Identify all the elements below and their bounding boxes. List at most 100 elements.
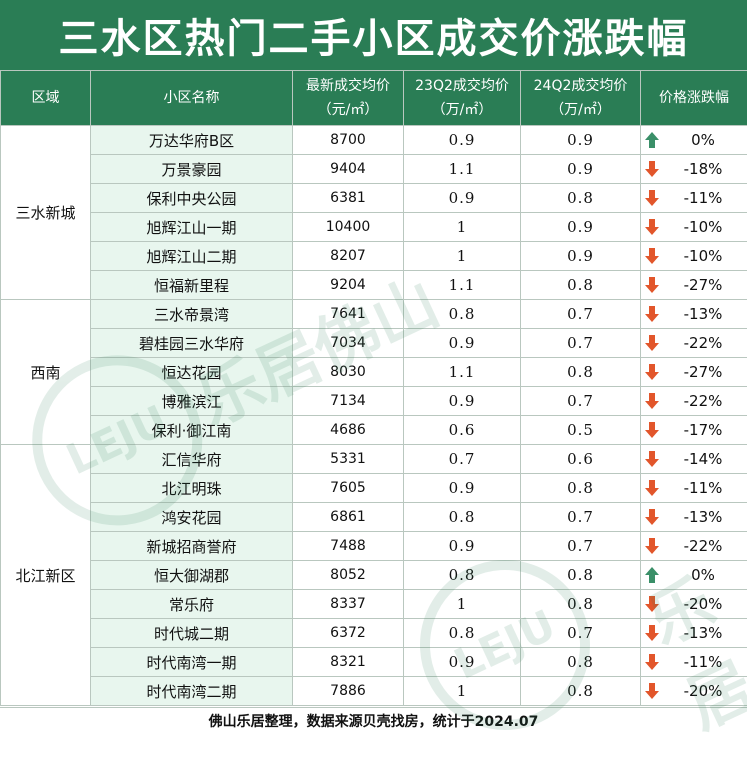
arrow-down-icon bbox=[645, 451, 659, 467]
q23-price: 1 bbox=[404, 242, 521, 271]
header-q23-line2: （万/㎡） bbox=[404, 98, 520, 122]
header-change: 价格涨跌幅 bbox=[641, 71, 747, 126]
community-name: 恒达花园 bbox=[91, 358, 293, 387]
latest-price: 4686 bbox=[293, 416, 404, 445]
q23-price: 0.8 bbox=[404, 503, 521, 532]
latest-price: 6372 bbox=[293, 619, 404, 648]
price-change: -10% bbox=[641, 213, 747, 242]
change-percent: -13% bbox=[666, 624, 723, 642]
latest-price: 9204 bbox=[293, 271, 404, 300]
change-percent: -27% bbox=[666, 363, 723, 381]
latest-price: 8700 bbox=[293, 126, 404, 155]
price-change: -22% bbox=[641, 387, 747, 416]
arrow-down-icon bbox=[645, 480, 659, 496]
price-change: -20% bbox=[641, 677, 747, 706]
q23-price: 0.8 bbox=[404, 619, 521, 648]
q23-price: 0.6 bbox=[404, 416, 521, 445]
header-name: 小区名称 bbox=[91, 71, 293, 126]
arrow-down-icon bbox=[645, 306, 659, 322]
q24-price: 0.9 bbox=[521, 213, 641, 242]
district-cell: 北江新区 bbox=[1, 445, 91, 706]
arrow-down-icon bbox=[645, 509, 659, 525]
change-percent: -10% bbox=[666, 218, 723, 236]
latest-price: 9404 bbox=[293, 155, 404, 184]
change-percent: -27% bbox=[666, 276, 723, 294]
change-percent: 0% bbox=[673, 131, 715, 149]
header-q24: 24Q2成交均价 （万/㎡） bbox=[521, 71, 641, 126]
q24-price: 0.8 bbox=[521, 590, 641, 619]
community-name: 碧桂园三水华府 bbox=[91, 329, 293, 358]
price-change: 0% bbox=[641, 561, 747, 590]
community-name: 汇信华府 bbox=[91, 445, 293, 474]
q23-price: 1 bbox=[404, 590, 521, 619]
q24-price: 0.7 bbox=[521, 329, 641, 358]
q24-price: 0.6 bbox=[521, 445, 641, 474]
community-name: 万达华府B区 bbox=[91, 126, 293, 155]
latest-price: 7605 bbox=[293, 474, 404, 503]
community-name: 恒福新里程 bbox=[91, 271, 293, 300]
arrow-down-icon bbox=[645, 538, 659, 554]
change-percent: -10% bbox=[666, 247, 723, 265]
q24-price: 0.8 bbox=[521, 184, 641, 213]
price-change: 0% bbox=[641, 126, 747, 155]
header-q24-line2: （万/㎡） bbox=[521, 98, 640, 122]
latest-price: 7641 bbox=[293, 300, 404, 329]
community-name: 三水帝景湾 bbox=[91, 300, 293, 329]
price-change: -27% bbox=[641, 271, 747, 300]
price-change: -10% bbox=[641, 242, 747, 271]
q23-price: 0.7 bbox=[404, 445, 521, 474]
community-name: 博雅滨江 bbox=[91, 387, 293, 416]
q23-price: 0.9 bbox=[404, 532, 521, 561]
change-percent: -20% bbox=[666, 595, 723, 613]
page: 三水区热门二手小区成交价涨跌幅 区域 小区名称 最新成交均价 （元/㎡） 23Q… bbox=[0, 0, 747, 732]
price-table: 区域 小区名称 最新成交均价 （元/㎡） 23Q2成交均价 （万/㎡） 24Q2… bbox=[0, 70, 747, 706]
change-percent: -11% bbox=[666, 189, 723, 207]
header-q23-line1: 23Q2成交均价 bbox=[415, 78, 509, 94]
q24-price: 0.9 bbox=[521, 126, 641, 155]
latest-price: 10400 bbox=[293, 213, 404, 242]
arrow-down-icon bbox=[645, 335, 659, 351]
latest-price: 7034 bbox=[293, 329, 404, 358]
arrow-down-icon bbox=[645, 625, 659, 641]
q23-price: 0.9 bbox=[404, 184, 521, 213]
change-percent: -17% bbox=[666, 421, 723, 439]
q23-price: 1 bbox=[404, 213, 521, 242]
q23-price: 0.9 bbox=[404, 387, 521, 416]
arrow-down-icon bbox=[645, 654, 659, 670]
change-percent: 0% bbox=[673, 566, 715, 584]
arrow-down-icon bbox=[645, 596, 659, 612]
community-name: 常乐府 bbox=[91, 590, 293, 619]
q24-price: 0.8 bbox=[521, 648, 641, 677]
community-name: 旭辉江山二期 bbox=[91, 242, 293, 271]
community-name: 保利中央公园 bbox=[91, 184, 293, 213]
arrow-down-icon bbox=[645, 248, 659, 264]
community-name: 新城招商誉府 bbox=[91, 532, 293, 561]
price-change: -13% bbox=[641, 503, 747, 532]
latest-price: 6381 bbox=[293, 184, 404, 213]
q23-price: 1.1 bbox=[404, 358, 521, 387]
q24-price: 0.9 bbox=[521, 155, 641, 184]
arrow-up-icon bbox=[645, 567, 659, 583]
latest-price: 5331 bbox=[293, 445, 404, 474]
change-percent: -14% bbox=[666, 450, 723, 468]
q24-price: 0.5 bbox=[521, 416, 641, 445]
arrow-down-icon bbox=[645, 277, 659, 293]
arrow-down-icon bbox=[645, 393, 659, 409]
arrow-down-icon bbox=[645, 219, 659, 235]
price-change: -14% bbox=[641, 445, 747, 474]
community-name: 鸿安花园 bbox=[91, 503, 293, 532]
q23-price: 1.1 bbox=[404, 155, 521, 184]
